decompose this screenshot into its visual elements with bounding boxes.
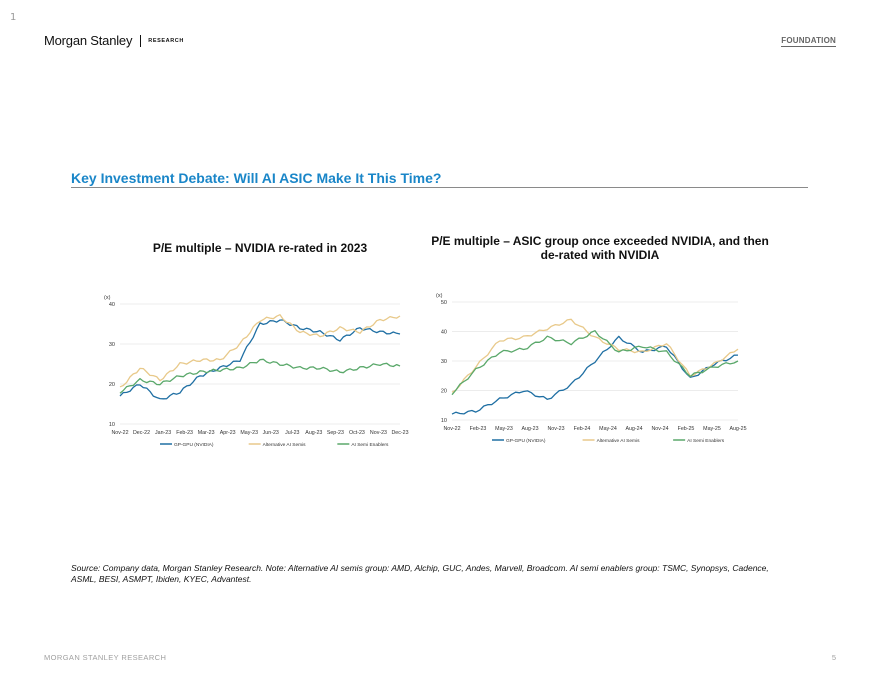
chart-1-y-tick: 10 — [109, 422, 115, 428]
chart-1-y-tick: 30 — [109, 342, 115, 348]
chart-2-x-tick: Nov-22 — [443, 426, 460, 432]
page-title: Key Investment Debate: Will AI ASIC Make… — [71, 170, 442, 186]
chart-2-legend-label: Alternative AI Semis — [597, 438, 641, 444]
chart-2-y-tick: 10 — [441, 418, 447, 424]
chart-1-legend-label: Alternative AI Semis — [263, 442, 307, 448]
chart-1-y-unit: (x) — [104, 295, 111, 301]
chart-2-x-tick: May-25 — [703, 426, 721, 432]
chart-1-x-tick: Jul-23 — [285, 430, 299, 436]
chart-2-x-tick: Aug-25 — [729, 426, 746, 432]
chart-2-legend-label: GP-GPU (NVIDIA) — [506, 438, 546, 444]
chart-1-x-tick: Nov-23 — [370, 430, 387, 436]
chart-1-x-tick: May-23 — [240, 430, 258, 436]
chart-2-x-tick: May-24 — [599, 426, 617, 432]
chart-2-x-tick: Aug-23 — [521, 426, 538, 432]
chart-1-x-tick: Sep-23 — [327, 430, 344, 436]
chart-1-y-tick: 20 — [109, 382, 115, 388]
brand-logo: Morgan Stanley — [44, 33, 133, 48]
brand-research-label: RESEARCH — [148, 37, 184, 44]
chart-2-x-tick: May-23 — [495, 426, 513, 432]
chart-1-x-tick: Jun-23 — [263, 430, 279, 436]
page-top-number: 1 — [10, 12, 17, 23]
brand-header: Morgan Stanley RESEARCH — [44, 33, 184, 48]
chart-1-x-tick: Feb-23 — [176, 430, 193, 436]
chart-2-y-tick: 40 — [441, 330, 447, 336]
chart-2-x-tick: Feb-23 — [470, 426, 487, 432]
chart-2-series-2 — [451, 330, 739, 396]
chart-2-legend-label: AI Semi Enablers — [687, 438, 725, 444]
chart-1-series-0 — [119, 319, 401, 400]
title-divider — [71, 187, 808, 188]
source-note: Source: Company data, Morgan Stanley Res… — [71, 563, 769, 584]
chart-1-x-tick: Dec-23 — [391, 430, 408, 436]
chart-1-x-tick: Jan-23 — [155, 430, 171, 436]
chart-2-x-tick: Nov-23 — [547, 426, 564, 432]
chart-1-series-2 — [119, 358, 401, 394]
brand-divider — [140, 34, 142, 47]
chart-1-legend-label: AI Semi Enablers — [351, 442, 389, 448]
chart-1: (x) 10 20 30 40 Nov-22 Dec-22 Jan-23 Feb-23 Mar-2… — [104, 295, 409, 448]
chart-1-series-1 — [119, 314, 401, 388]
chart-2-x-tick: Nov-24 — [651, 426, 668, 432]
chart-2-x-tick: Feb-25 — [678, 426, 695, 432]
section-tag: FOUNDATION — [781, 36, 836, 47]
chart-1-y-tick: 40 — [109, 302, 115, 308]
chart-2-series-0 — [451, 335, 739, 415]
chart-2-y-unit: (x) — [436, 293, 443, 299]
chart-2-y-tick: 30 — [441, 359, 447, 365]
chart-1-x-tick: Nov-22 — [111, 430, 128, 436]
chart-2-y-tick: 20 — [441, 389, 447, 395]
chart-2-title: P/E multiple – ASIC group once exceeded … — [431, 234, 769, 262]
chart-1-x-tick: Apr-23 — [220, 430, 236, 436]
page-number: 5 — [831, 653, 836, 662]
chart-1-legend-label: GP-GPU (NVIDIA) — [174, 442, 214, 448]
footer-brand: MORGAN STANLEY RESEARCH — [44, 653, 167, 662]
chart-2: (x) 10 20 30 40 50 Nov-22 Feb-23 May-23 Aug-23 Nov… — [436, 293, 747, 444]
chart-1-x-tick: Oct-23 — [349, 430, 365, 436]
chart-1-x-tick: Mar-23 — [198, 430, 215, 436]
chart-2-x-tick: Aug-24 — [625, 426, 642, 432]
chart-2-y-tick: 50 — [441, 300, 447, 306]
chart-1-title: P/E multiple – NVIDIA re-rated in 2023 — [152, 241, 368, 255]
chart-1-x-tick: Dec-22 — [133, 430, 150, 436]
chart-2-x-tick: Feb-24 — [574, 426, 591, 432]
chart-1-x-tick: Aug-23 — [305, 430, 322, 436]
